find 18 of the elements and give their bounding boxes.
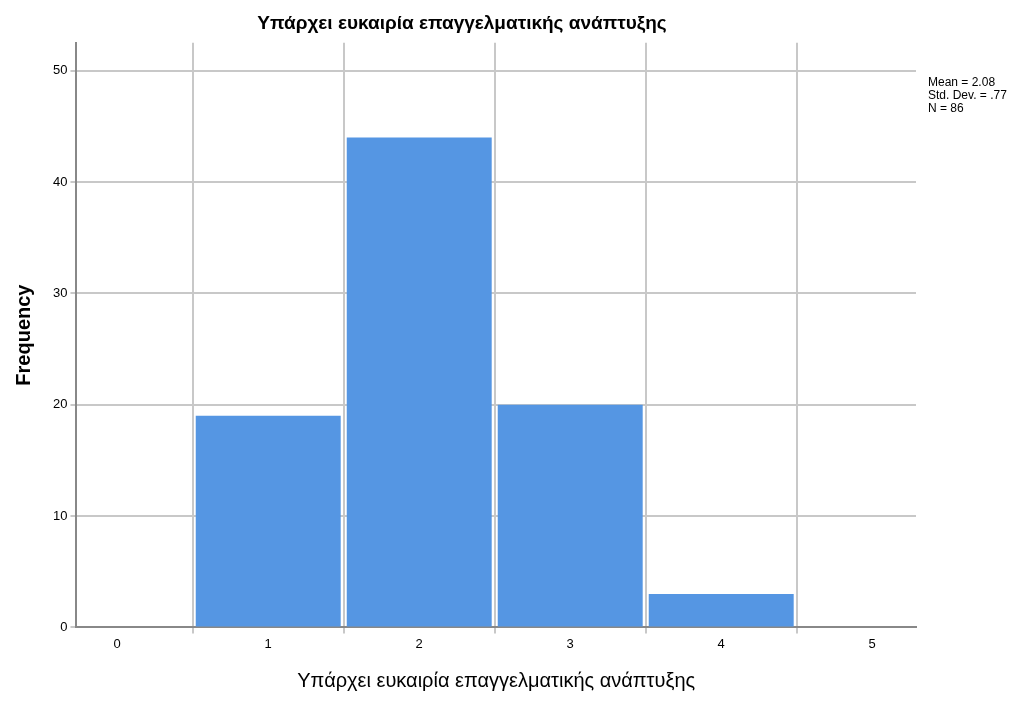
y-tick-label: 10 [52,507,68,523]
y-axis-title: Frequency [11,283,34,386]
y-tick-label: 40 [52,173,68,189]
y-tick-label: 0 [60,618,68,634]
text: N = 86 [928,101,965,115]
x-axis-title: Υπάρχει ευκαιρία επαγγελματικής ανάπτυξης [297,668,696,691]
x-tick-label: 0 [113,635,121,651]
x-tick-label: 5 [868,635,876,651]
x-tick-label: 4 [717,635,725,651]
y-tick-label: 20 [52,396,68,412]
text: Mean = 2.08 [928,75,997,89]
x-tick-label: 1 [264,635,272,651]
x-tick-label: 2 [415,635,423,651]
text: Std. Dev. = .77 [928,88,1007,102]
chart-title: Υπάρχει ευκαιρία επαγγελματικής ανάπτυξης [257,11,667,34]
y-tick-label: 30 [52,284,68,300]
y-tick-label: 50 [52,62,68,78]
x-tick-label: 3 [566,635,574,651]
